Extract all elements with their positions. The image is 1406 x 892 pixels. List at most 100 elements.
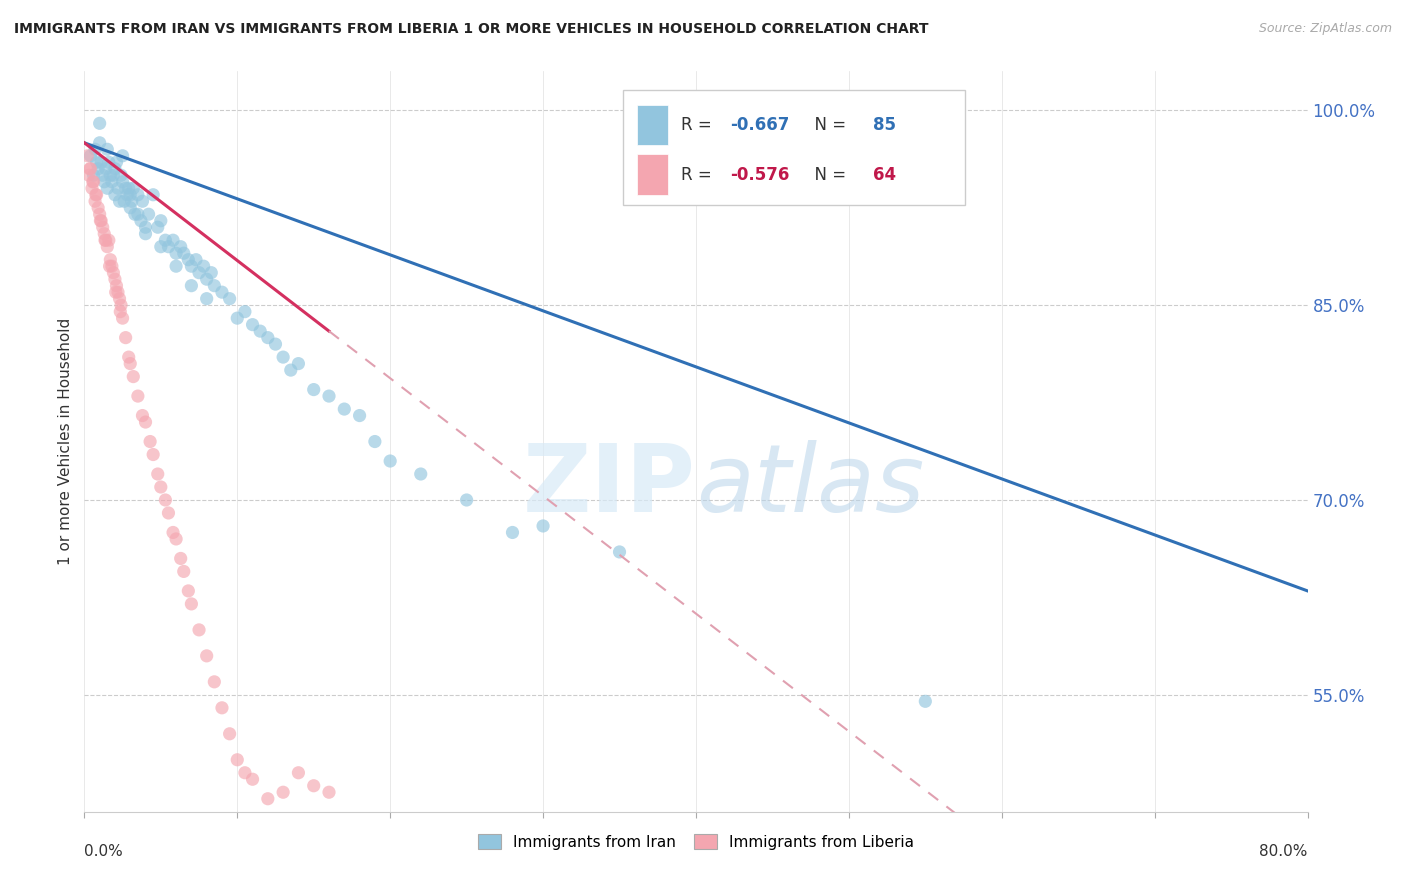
Text: R =: R = <box>682 117 717 135</box>
Point <box>155 233 177 247</box>
Point <box>226 753 249 767</box>
Point <box>120 201 142 215</box>
Point <box>110 298 132 312</box>
Point <box>84 187 107 202</box>
Point <box>218 727 240 741</box>
Point <box>80 181 103 195</box>
Point <box>195 648 218 663</box>
Point <box>173 565 195 579</box>
Point <box>409 467 432 481</box>
Point <box>110 168 132 182</box>
Point <box>242 318 264 332</box>
Point <box>180 278 202 293</box>
Point <box>127 207 149 221</box>
Point <box>173 246 195 260</box>
Point <box>86 187 108 202</box>
Point <box>302 779 325 793</box>
Text: 0.0%: 0.0% <box>84 844 124 859</box>
Point <box>318 785 340 799</box>
Point <box>211 701 233 715</box>
Point <box>89 116 111 130</box>
Text: N =: N = <box>804 166 851 184</box>
Y-axis label: 1 or more Vehicles in Household: 1 or more Vehicles in Household <box>58 318 73 566</box>
Point <box>157 240 180 254</box>
Point <box>287 765 309 780</box>
Point <box>349 409 371 423</box>
Point <box>155 493 177 508</box>
Point <box>162 525 184 540</box>
Point <box>107 181 129 195</box>
Text: -0.576: -0.576 <box>730 166 790 184</box>
Point <box>122 369 145 384</box>
Bar <box>637 104 668 145</box>
Point <box>149 480 172 494</box>
Point <box>104 161 127 176</box>
Point <box>94 161 117 176</box>
Point <box>101 259 124 273</box>
Legend: Immigrants from Iran, Immigrants from Liberia: Immigrants from Iran, Immigrants from Li… <box>471 828 921 856</box>
Point <box>76 149 98 163</box>
Point <box>129 213 152 227</box>
Point <box>112 194 135 209</box>
Point <box>114 181 136 195</box>
Point <box>318 389 340 403</box>
Point <box>104 187 127 202</box>
Point <box>162 233 184 247</box>
Point <box>91 168 114 182</box>
Bar <box>623 90 965 204</box>
Point <box>149 240 172 254</box>
Point <box>96 142 118 156</box>
Point <box>127 389 149 403</box>
Point <box>84 194 107 209</box>
Point <box>108 292 131 306</box>
Point <box>124 207 146 221</box>
Point <box>96 240 118 254</box>
Text: IMMIGRANTS FROM IRAN VS IMMIGRANTS FROM LIBERIA 1 OR MORE VEHICLES IN HOUSEHOLD : IMMIGRANTS FROM IRAN VS IMMIGRANTS FROM … <box>14 22 928 37</box>
Text: ZIP: ZIP <box>523 440 696 532</box>
Point <box>257 331 280 345</box>
Point <box>90 155 112 169</box>
Point <box>79 161 101 176</box>
Point <box>103 168 125 182</box>
Point <box>146 220 169 235</box>
Point <box>89 136 111 150</box>
Point <box>333 402 356 417</box>
Point <box>180 259 202 273</box>
Text: -0.667: -0.667 <box>730 117 790 135</box>
Point <box>107 285 129 300</box>
Point <box>287 357 309 371</box>
Point <box>380 454 402 468</box>
Point <box>271 350 294 364</box>
Point <box>193 259 215 273</box>
Point <box>165 259 187 273</box>
Point <box>77 168 100 182</box>
Point <box>142 187 165 202</box>
Point <box>87 161 110 176</box>
Point <box>94 233 117 247</box>
Point <box>195 272 218 286</box>
Point <box>79 161 101 176</box>
Point <box>93 175 115 189</box>
Point <box>202 278 225 293</box>
Point <box>249 324 271 338</box>
Point <box>502 525 524 540</box>
Point <box>87 201 110 215</box>
Point <box>211 285 233 300</box>
Point <box>98 168 121 182</box>
Point <box>111 175 134 189</box>
Point <box>200 266 222 280</box>
Point <box>97 155 120 169</box>
Text: atlas: atlas <box>696 441 924 532</box>
Point <box>115 187 138 202</box>
Point <box>218 292 240 306</box>
Point <box>108 194 131 209</box>
Point <box>233 765 256 780</box>
Point <box>149 213 172 227</box>
Point <box>104 285 127 300</box>
Point <box>97 233 120 247</box>
Point <box>120 187 142 202</box>
Text: Source: ZipAtlas.com: Source: ZipAtlas.com <box>1258 22 1392 36</box>
Point <box>120 357 142 371</box>
Point <box>111 311 134 326</box>
Point <box>170 240 193 254</box>
